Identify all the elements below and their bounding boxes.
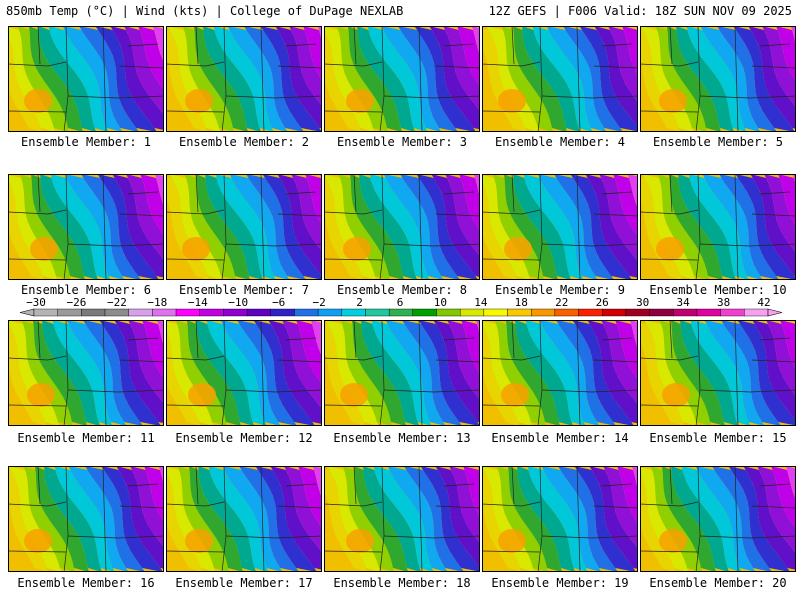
legend-swatch — [365, 308, 390, 317]
ensemble-member-label: Ensemble Member: 8 — [336, 283, 468, 297]
legend-swatch — [554, 308, 579, 317]
ensemble-member-map — [324, 26, 480, 132]
legend-swatch — [128, 308, 153, 317]
ensemble-member-label: Ensemble Member: 20 — [649, 576, 787, 590]
legend-tick-label: −6 — [272, 296, 285, 309]
ensemble-member-map — [8, 174, 164, 280]
valid-time: 12Z GEFS | F006 Valid: 18Z SUN NOV 09 20… — [488, 4, 792, 18]
legend-tick-label: −2 — [312, 296, 325, 309]
ensemble-member-map — [8, 320, 164, 426]
legend-tick-label: −14 — [188, 296, 208, 309]
legend-swatch — [459, 308, 485, 317]
legend-tick-label: 18 — [515, 296, 528, 309]
ensemble-member-map — [324, 466, 480, 572]
ensemble-member-label: Ensemble Member: 9 — [494, 283, 626, 297]
ensemble-member-map — [482, 320, 638, 426]
ensemble-member-label: Ensemble Member: 7 — [178, 283, 310, 297]
ensemble-member-map — [640, 174, 796, 280]
ensemble-member-label: Ensemble Member: 11 — [17, 431, 155, 445]
legend-swatch — [246, 308, 271, 317]
ensemble-member-label: Ensemble Member: 19 — [491, 576, 629, 590]
ensemble-member-label: Ensemble Member: 10 — [649, 283, 787, 297]
legend-swatch — [317, 308, 343, 317]
ensemble-member-label: Ensemble Member: 12 — [175, 431, 313, 445]
legend-tick-label: −30 — [26, 296, 46, 309]
ensemble-member-map — [640, 26, 796, 132]
ensemble-member-label: Ensemble Member: 1 — [20, 135, 152, 149]
legend-tick-label: 42 — [757, 296, 770, 309]
legend-swatch — [294, 308, 319, 317]
ensemble-member-map — [482, 26, 638, 132]
ensemble-member-map — [482, 174, 638, 280]
ensemble-member-label: Ensemble Member: 18 — [333, 576, 471, 590]
legend-tick-label: 26 — [596, 296, 609, 309]
legend-right-arrow — [767, 308, 783, 317]
legend-swatch — [152, 308, 177, 317]
ensemble-member-label: Ensemble Member: 13 — [333, 431, 471, 445]
legend-tick-label: −26 — [66, 296, 86, 309]
legend-swatch — [625, 308, 650, 317]
legend-tick-label: 38 — [717, 296, 730, 309]
legend-swatch — [649, 308, 674, 317]
legend-swatch — [199, 308, 224, 317]
legend-swatch — [57, 308, 82, 317]
ensemble-member-label: Ensemble Member: 3 — [336, 135, 468, 149]
ensemble-member-map — [166, 466, 322, 572]
ensemble-member-map — [324, 320, 480, 426]
ensemble-member-map — [8, 26, 164, 132]
ensemble-member-map — [8, 466, 164, 572]
legend-swatch — [341, 308, 366, 317]
color-scale-legend: −30 −26 −22 −18 −14 −10 −6 −2 2 6 10 14 18 22 26 30 34 38… — [0, 296, 800, 324]
ensemble-member-map — [482, 466, 638, 572]
legend-swatch — [673, 308, 698, 317]
legend-swatch — [223, 308, 248, 317]
legend-tick-label: −22 — [107, 296, 127, 309]
ensemble-member-label: Ensemble Member: 14 — [491, 431, 629, 445]
legend-swatch — [720, 308, 745, 317]
ensemble-member-map — [640, 466, 796, 572]
legend-swatch — [696, 308, 721, 317]
ensemble-member-map — [324, 174, 480, 280]
legend-tick-label: 34 — [676, 296, 690, 309]
ensemble-member-map — [640, 320, 796, 426]
ensemble-member-map — [166, 26, 322, 132]
legend-swatch — [81, 308, 106, 317]
legend-tick-label: −10 — [228, 296, 248, 309]
legend-tick-label: 6 — [397, 296, 404, 309]
legend-swatch — [270, 308, 295, 317]
legend-swatch — [602, 308, 627, 317]
ensemble-member-map — [166, 320, 322, 426]
legend-swatch — [531, 308, 556, 317]
legend-swatch — [483, 308, 508, 317]
legend-tick-label: 14 — [474, 296, 488, 309]
ensemble-member-label: Ensemble Member: 6 — [20, 283, 152, 297]
legend-swatch — [388, 308, 414, 317]
legend-tick-label: 10 — [434, 296, 447, 309]
legend-swatch — [744, 308, 769, 317]
legend-swatch — [412, 308, 437, 317]
legend-swatch — [175, 308, 200, 317]
legend-tick-label: 22 — [555, 296, 568, 309]
legend-tick-label: −18 — [147, 296, 167, 309]
legend-swatch — [507, 308, 532, 317]
ensemble-member-map — [166, 174, 322, 280]
legend-swatch — [104, 308, 129, 317]
ensemble-member-label: Ensemble Member: 17 — [175, 576, 313, 590]
ensemble-member-label: Ensemble Member: 5 — [652, 135, 784, 149]
legend-swatch — [33, 308, 58, 317]
legend-swatch — [436, 308, 461, 317]
ensemble-member-label: Ensemble Member: 2 — [178, 135, 310, 149]
ensemble-member-label: Ensemble Member: 16 — [17, 576, 155, 590]
map-title: 850mb Temp (°C) | Wind (kts) | College o… — [6, 4, 404, 18]
legend-tick-label: 30 — [636, 296, 649, 309]
legend-left-arrow — [19, 308, 35, 317]
legend-tick-label: 2 — [356, 296, 363, 309]
ensemble-member-label: Ensemble Member: 15 — [649, 431, 787, 445]
legend-swatch — [578, 308, 603, 317]
ensemble-member-label: Ensemble Member: 4 — [494, 135, 626, 149]
